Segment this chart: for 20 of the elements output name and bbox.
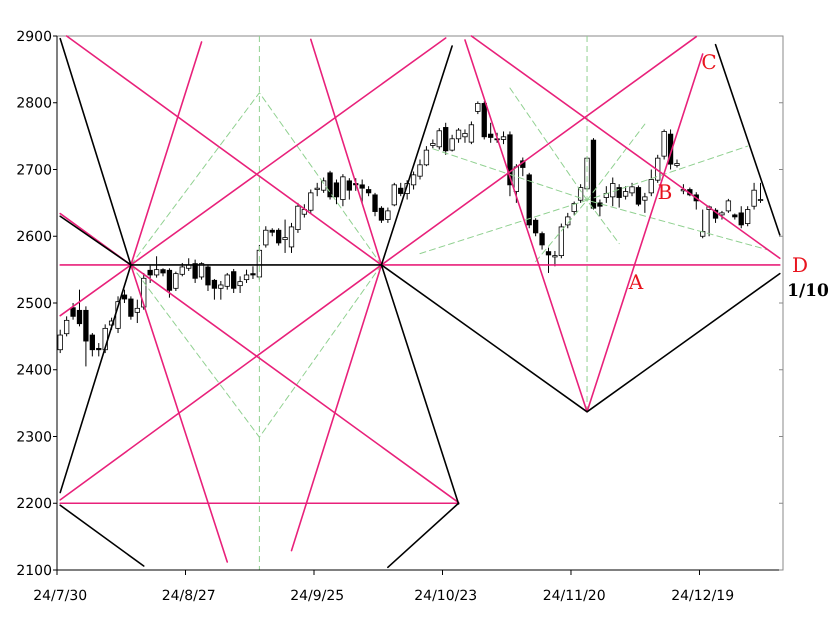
text: 1/10	[787, 280, 830, 301]
x-tick-label: 24/9/25	[290, 588, 344, 604]
y-tick-label: 2900	[16, 28, 52, 45]
x-tick-label: 24/11/20	[542, 588, 606, 604]
x-tick-label: 24/8/27	[162, 588, 216, 604]
y-tick-label: 2300	[16, 429, 52, 446]
annotation: A	[628, 270, 644, 294]
y-tick-label: 2700	[16, 162, 52, 178]
x-tick-label: 24/12/19	[671, 588, 734, 604]
y-tick-label: 2600	[16, 229, 52, 246]
y-tick-label: 2500	[16, 296, 52, 312]
x-tick-label: 24/10/23	[414, 588, 478, 604]
y-tick-label: 2200	[16, 496, 52, 512]
y-tick-label: 2100	[16, 562, 52, 579]
y-tick-label: 2800	[16, 96, 52, 112]
annotation: B	[658, 180, 672, 204]
text: D	[792, 253, 808, 277]
annotation: C	[701, 50, 717, 74]
x-tick-label: 24/7/30	[33, 588, 88, 604]
y-tick-label: 2400	[16, 362, 52, 379]
